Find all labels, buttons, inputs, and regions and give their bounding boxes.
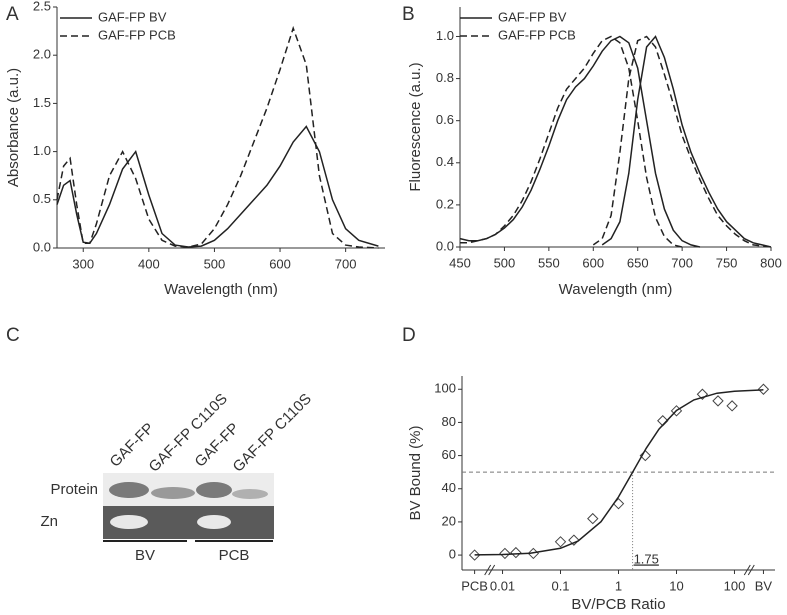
x-tick-label: 10 — [669, 578, 683, 593]
panel-label: D — [402, 325, 416, 346]
legend-label: GAF-FP PCB — [498, 27, 576, 42]
legend-label: GAF-FP BV — [498, 9, 567, 24]
point — [554, 536, 567, 548]
x-tick-label: 550 — [538, 255, 560, 270]
x-tick-label: 700 — [671, 255, 693, 270]
axis-break — [484, 564, 492, 576]
y-tick-label: 80 — [442, 414, 456, 429]
band — [232, 489, 268, 499]
gel-panel: C GAF-FP GAF-FP C110S GAF-FP GAF-FP C110… — [6, 325, 315, 564]
panel-label: C — [6, 325, 20, 346]
x-tick-label: 800 — [760, 255, 782, 270]
y-tick-label: 2.5 — [33, 0, 51, 13]
y-tick-label: 0.0 — [436, 238, 454, 253]
y-tick-label: 0.0 — [33, 239, 51, 254]
x-tick-label: 600 — [269, 256, 291, 271]
x-tick-label: 600 — [582, 255, 604, 270]
point — [510, 546, 522, 559]
series-line — [460, 35, 683, 248]
y-axis-title: BV Bound (%) — [407, 425, 424, 520]
series-line — [592, 35, 772, 248]
x-tick-label: 300 — [72, 256, 94, 271]
y-tick-label: 20 — [442, 513, 456, 528]
point — [696, 388, 709, 400]
band — [196, 482, 232, 498]
y-tick-label: 0.2 — [436, 196, 454, 211]
group-label: BV — [135, 547, 155, 564]
x-tick-label: 500 — [494, 255, 516, 270]
legend-label: GAF-FP BV — [98, 9, 167, 24]
point — [568, 534, 580, 546]
axis-break — [488, 564, 496, 576]
x-tick-label: 700 — [335, 256, 357, 271]
row-label: Zn — [40, 513, 58, 530]
x-tick-label: BV — [755, 578, 773, 593]
x-tick-label: 1 — [615, 578, 622, 593]
x-tick-label: 450 — [449, 255, 471, 270]
x-axis-title: BV/PCB Ratio — [571, 596, 665, 613]
point — [468, 549, 481, 561]
band — [109, 482, 149, 498]
y-tick-label: 0.8 — [436, 70, 454, 85]
y-tick-label: 0.5 — [33, 191, 51, 206]
panel-label: A — [6, 4, 19, 25]
lane-label: GAF-FP C110S — [230, 390, 315, 475]
x-tick-label: 0.01 — [490, 578, 515, 593]
series-line — [474, 389, 764, 556]
row-label: Protein — [50, 481, 98, 498]
x-tick-label: 400 — [138, 256, 160, 271]
y-axis-title: Fluorescence (a.u.) — [407, 62, 424, 191]
x-tick-label: 750 — [716, 255, 738, 270]
panel-label: B — [402, 4, 415, 25]
y-tick-label: 2.0 — [33, 47, 51, 62]
series-line — [56, 25, 379, 249]
axis-break — [747, 564, 755, 576]
point — [587, 512, 599, 525]
x-tick-label: 500 — [204, 256, 226, 271]
point — [612, 497, 625, 510]
series-line — [601, 35, 772, 248]
y-tick-label: 100 — [434, 381, 456, 396]
series-line — [459, 35, 701, 248]
y-tick-label: 0.6 — [436, 112, 454, 127]
annotation: 1.75 — [634, 551, 659, 566]
point — [757, 383, 770, 395]
x-axis-title: Wavelength (nm) — [559, 281, 673, 298]
group-label: PCB — [219, 547, 250, 564]
x-tick-label: 650 — [627, 255, 649, 270]
band — [151, 487, 195, 499]
legend-label: GAF-FP PCB — [98, 27, 176, 42]
x-tick-label: PCB — [461, 578, 488, 593]
point — [726, 400, 738, 412]
x-tick-label: 0.1 — [551, 578, 569, 593]
y-tick-label: 60 — [442, 447, 456, 462]
point — [499, 547, 511, 560]
y-tick-label: 1.0 — [436, 28, 454, 43]
band — [197, 515, 231, 529]
point — [639, 449, 652, 462]
y-tick-label: 1.0 — [33, 143, 51, 158]
x-axis-title: Wavelength (nm) — [164, 281, 278, 298]
y-tick-label: 1.5 — [33, 95, 51, 110]
axis-break — [743, 564, 751, 576]
y-tick-label: 40 — [442, 480, 456, 495]
point — [712, 395, 724, 407]
series-line — [56, 125, 379, 248]
y-tick-label: 0 — [449, 547, 456, 562]
band — [110, 515, 148, 529]
x-tick-label: 100 — [724, 578, 746, 593]
y-tick-label: 0.4 — [436, 154, 454, 169]
y-axis-title: Absorbance (a.u.) — [5, 68, 22, 187]
